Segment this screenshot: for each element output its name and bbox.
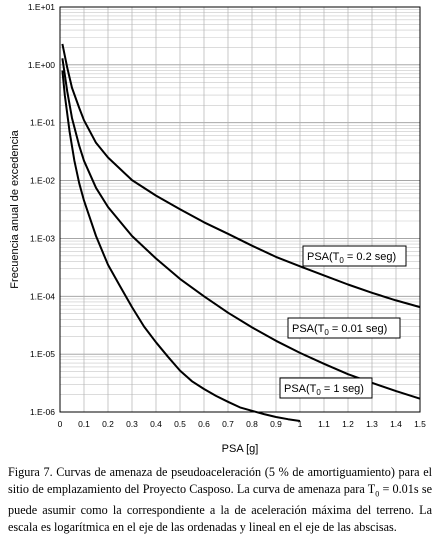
series-label-box bbox=[279, 377, 373, 399]
y-tick-label: 1.E-04 bbox=[30, 291, 55, 301]
x-tick-label: 0.1 bbox=[78, 419, 90, 429]
y-tick-label: 1.E-05 bbox=[30, 349, 55, 359]
x-tick-label: 1 bbox=[298, 419, 303, 429]
series-label-rest: = 0.01 seg) bbox=[329, 323, 387, 335]
series-label-main: PSA(T bbox=[284, 383, 317, 395]
x-tick-label: 0.4 bbox=[150, 419, 162, 429]
y-tick-label: 1.E-06 bbox=[30, 407, 55, 417]
series-label-rest: = 0.2 seg) bbox=[344, 251, 396, 263]
x-tick-label: 1.2 bbox=[342, 419, 354, 429]
x-tick-label: 0.9 bbox=[270, 419, 282, 429]
series-label-2: PSA(T0 = 0.01 seg) bbox=[287, 317, 401, 339]
x-axis-tick-labels: 0 0.1 0.2 0.3 0.4 0.5 0.6 0.7 0.8 0.9 1 1.1 1.2 1.3 1.… bbox=[58, 419, 427, 429]
x-tick-label: 0.2 bbox=[102, 419, 114, 429]
x-tick-label: 1.3 bbox=[366, 419, 378, 429]
y-tick-label: 1.E-03 bbox=[30, 233, 55, 243]
y-axis-title: Frecuencia anual de excedencia bbox=[9, 129, 21, 288]
figure-caption: Figura 7. Curvas de amenaza de pseudoace… bbox=[8, 464, 432, 536]
grid-lines bbox=[59, 6, 421, 413]
series-label-3: PSA(T0 = 1 seg) bbox=[279, 377, 373, 399]
series-label-sub: 0 bbox=[324, 328, 329, 337]
series-label-rest: = 1 seg) bbox=[321, 383, 364, 395]
y-tick-label: 1.E-01 bbox=[30, 118, 55, 128]
x-tick-label: 0.6 bbox=[198, 419, 210, 429]
caption-suffix: = 0.01s se puede asumir como la correspo… bbox=[8, 482, 432, 535]
x-tick-label: 0.5 bbox=[174, 419, 186, 429]
x-tick-label: 0.7 bbox=[222, 419, 234, 429]
series-label-main: PSA(T bbox=[307, 251, 340, 263]
y-tick-label: 1.E-02 bbox=[30, 176, 55, 186]
x-tick-label: 0.3 bbox=[126, 419, 138, 429]
x-tick-label: 0 bbox=[58, 419, 63, 429]
x-tick-label: 1.4 bbox=[390, 419, 402, 429]
y-tick-label: 1.E+01 bbox=[28, 2, 55, 12]
x-axis-title: PSA [g] bbox=[222, 443, 259, 455]
series-label-1: PSA(T0 = 0.2 seg) bbox=[302, 245, 407, 267]
caption-prefix: Figura 7. Curvas de amenaza de pseudoace… bbox=[8, 465, 432, 496]
series-label-sub: 0 bbox=[339, 256, 344, 265]
x-tick-label: 1.5 bbox=[414, 419, 426, 429]
series-line-1 bbox=[61, 43, 421, 309]
plot-frame bbox=[59, 6, 421, 413]
series-label-main: PSA(T bbox=[292, 323, 325, 335]
caption-subscript: 0 bbox=[375, 489, 380, 499]
x-tick-label: 0.8 bbox=[246, 419, 258, 429]
series-label-text: PSA(T0 = 0.2 seg) bbox=[307, 251, 396, 265]
series-labels: PSA(T0 = 0.2 seg)PSA(T0 = 0.01 seg)PSA(T… bbox=[279, 245, 407, 399]
y-axis-tick-labels: 1.E+01 1.E+00 1.E-01 1.E-02 1.E-03 1.E-04 1.E-… bbox=[28, 2, 55, 417]
series-label-box bbox=[302, 245, 407, 267]
series-line-3 bbox=[61, 70, 301, 422]
hazard-curves bbox=[61, 43, 421, 422]
x-tick-label: 1.1 bbox=[318, 419, 330, 429]
hazard-curve-chart: 0 0.1 0.2 0.3 0.4 0.5 0.6 0.7 0.8 0.9 1 1.1 1.2 1.3 1.… bbox=[9, 2, 427, 455]
series-line-2 bbox=[61, 58, 421, 400]
series-label-sub: 0 bbox=[316, 388, 321, 397]
series-label-text: PSA(T0 = 1 seg) bbox=[284, 383, 364, 397]
y-tick-label: 1.E+00 bbox=[28, 60, 55, 70]
series-label-text: PSA(T0 = 0.01 seg) bbox=[292, 323, 387, 337]
series-label-box bbox=[287, 317, 401, 339]
